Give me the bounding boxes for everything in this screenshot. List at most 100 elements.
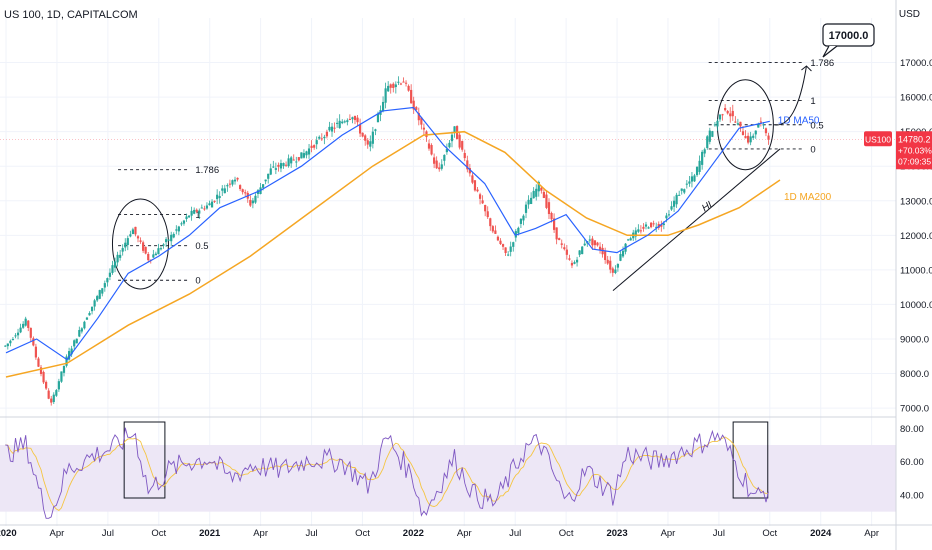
candle-down: [353, 116, 357, 121]
candle-up: [22, 323, 25, 328]
price-tag-change: +70.03%: [898, 145, 932, 155]
candle-up: [78, 330, 81, 337]
x-tick-label: 2021: [199, 528, 221, 539]
candle-up: [672, 200, 676, 207]
candle-down: [489, 218, 492, 227]
candle-down: [558, 238, 561, 241]
candle-down: [134, 226, 137, 235]
candle-down: [563, 247, 566, 250]
candle-up: [131, 229, 135, 235]
x-tick-label: Oct: [355, 528, 370, 539]
candle-down: [402, 81, 405, 83]
candle-up: [231, 180, 234, 185]
ma50-line: [5, 106, 770, 361]
candle-down: [34, 346, 38, 358]
candle-up: [397, 81, 400, 83]
target-callout-pointer: [822, 45, 838, 58]
candle-up: [537, 181, 540, 192]
ma50-label: 1D MA50: [778, 115, 820, 126]
candle-up: [80, 328, 83, 332]
candle-up: [157, 248, 160, 255]
candle-down: [499, 240, 502, 245]
y-tick-label: 17000.0: [900, 58, 932, 69]
x-tick-label: Jul: [509, 528, 521, 539]
candle-up: [88, 313, 91, 316]
candle-up: [126, 238, 129, 245]
candle-down: [739, 121, 742, 127]
x-tick-label: Oct: [559, 528, 574, 539]
candle-up: [575, 259, 579, 263]
candle-up: [111, 265, 114, 273]
candle-down: [241, 189, 244, 193]
candle-down: [565, 249, 568, 255]
candle-up: [190, 210, 193, 216]
currency-label[interactable]: USD: [898, 9, 920, 20]
price-tag-countdown: 07:09:35: [898, 156, 931, 166]
x-tick-label: 2022: [403, 528, 424, 539]
candle-down: [729, 113, 732, 117]
candle-up: [678, 194, 681, 196]
candle-down: [609, 260, 612, 270]
candle-up: [675, 194, 678, 205]
candle-down: [598, 246, 602, 250]
candle-up: [200, 207, 203, 209]
candle-up: [754, 130, 757, 135]
candle-up: [371, 131, 374, 144]
candle-down: [504, 247, 507, 254]
candle-up: [662, 223, 665, 226]
candle-up: [267, 173, 270, 179]
candle-up: [647, 227, 650, 229]
symbol-tag-label: US100: [865, 134, 891, 144]
candle-up: [216, 194, 219, 200]
candle-up: [6, 343, 9, 347]
fib-level-label: 1.786: [810, 58, 834, 69]
candle-down: [767, 135, 770, 140]
candle-down: [37, 358, 40, 367]
candle-up: [251, 200, 254, 204]
candle-up: [338, 120, 341, 129]
candle-down: [412, 100, 415, 110]
candle-up: [644, 224, 648, 227]
candle-down: [731, 110, 734, 117]
x-tick-label: Apr: [661, 528, 676, 539]
candle-up: [279, 163, 283, 169]
candle-up: [75, 338, 78, 344]
x-tick-label: Oct: [762, 528, 777, 539]
candle-down: [420, 117, 423, 125]
candle-up: [73, 340, 76, 347]
candle-up: [96, 296, 99, 301]
candle-down: [392, 83, 395, 88]
fib-level-label: 0.5: [195, 241, 208, 252]
target-callout-label: 17000.0: [829, 30, 869, 42]
rsi-line: [5, 427, 769, 519]
candle-up: [588, 239, 591, 241]
candle-down: [320, 138, 323, 140]
candle-up: [445, 148, 448, 153]
candle-down: [142, 242, 145, 251]
candle-up: [507, 254, 510, 256]
candle-down: [660, 224, 663, 227]
rsi-tick-label: 80.00: [900, 424, 924, 435]
candle-up: [67, 351, 71, 360]
candle-up: [119, 254, 122, 258]
candle-up: [106, 278, 109, 283]
candle-down: [593, 240, 597, 246]
candle-up: [305, 151, 308, 156]
fib-level-label: 1: [195, 210, 200, 221]
candle-up: [269, 168, 272, 175]
candle-down: [596, 242, 599, 246]
candle-up: [448, 142, 451, 148]
candle-up: [19, 327, 22, 333]
series: [4, 76, 781, 519]
candle-down: [473, 180, 477, 191]
candle-up: [210, 201, 214, 208]
candle-up: [98, 290, 101, 299]
projection-curve: [773, 65, 807, 126]
candle-up: [453, 126, 456, 133]
candle-down: [203, 208, 206, 210]
symbol-tag: [864, 131, 892, 147]
candle-up: [193, 209, 196, 214]
